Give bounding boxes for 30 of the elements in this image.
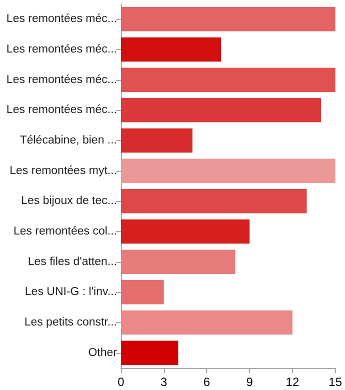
y-tick-label: Les petits constr...	[24, 316, 117, 328]
bar	[121, 68, 336, 92]
bar	[121, 219, 250, 244]
bar	[121, 280, 164, 304]
bar	[121, 128, 192, 153]
bar	[121, 310, 292, 335]
x-tick-label: 15	[328, 375, 342, 389]
bar	[121, 340, 178, 365]
bar	[121, 250, 236, 274]
y-tick-label: Les remontées méc...	[6, 104, 117, 116]
x-tick-label: 6	[203, 375, 210, 389]
y-tick-label: Les remontées méc...	[6, 44, 117, 56]
y-tick-label: Télécabine, bien ...	[20, 134, 117, 146]
y-tick-label: Les files d'atten...	[28, 256, 117, 268]
x-tick-label: 9	[246, 375, 254, 389]
bar	[121, 7, 336, 32]
y-tick-label: Les remontées méc...	[6, 13, 117, 26]
y-tick-label: Other	[88, 346, 118, 359]
y-tick-label: Les remontées méc...	[6, 74, 117, 86]
x-tick-label: 3	[160, 375, 168, 389]
x-tick-label: 0	[118, 375, 125, 389]
y-tick-label: Les remontées myt...	[10, 164, 117, 177]
bar	[121, 189, 307, 214]
y-tick-label: Les remontées col...	[13, 226, 117, 238]
bar	[121, 98, 322, 122]
x-tick-label: 12	[286, 375, 300, 389]
bar	[121, 37, 222, 62]
y-tick-label: Les bijoux de tec...	[21, 195, 117, 208]
y-tick-label: Les UNI-G : l'inv...	[24, 286, 117, 298]
bar	[121, 158, 336, 183]
